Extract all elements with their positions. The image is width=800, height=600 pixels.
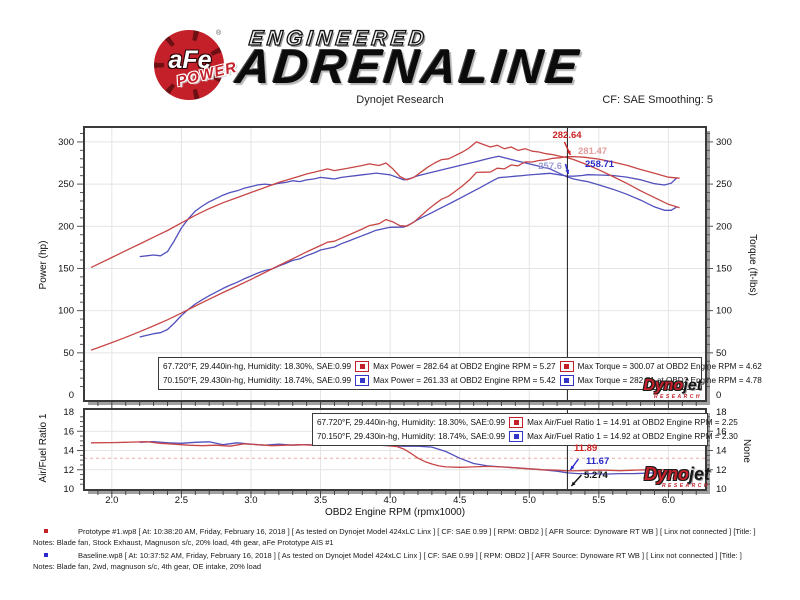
svg-text:100: 100 [716,306,732,317]
svg-text:3.0: 3.0 [244,495,257,506]
dynojet-logo-jet: jet [688,464,710,484]
dynojet-logo-research: RESEARCH [661,483,710,489]
dynojet-research-title: Dynojet Research [356,94,444,106]
brand-adrenaline-text: ADRENALINE [233,41,584,94]
afr-axis-label: Air/Fuel Ratio 1 [38,413,49,483]
cursor-power-blue-value: 257.6 [538,161,562,172]
env-conditions-red: 67.720°F, 29.440in-hg, Humidity: 18.30%,… [317,418,506,428]
svg-text:14: 14 [716,446,727,457]
svg-text:200: 200 [716,221,732,232]
svg-text:4.5: 4.5 [453,495,466,506]
power-torque-legend: 67.720°F, 29.440in-hg, Humidity: 18.30%,… [158,357,762,390]
svg-text:12: 12 [716,465,727,476]
svg-text:5.5: 5.5 [592,495,605,506]
max-torque-blue: Max Torque = 282.71 at OBD2 Engine RPM =… [577,375,762,385]
cursor-afr-blue-value: 11.67 [586,456,610,467]
legend-row-baseline-afr: 70.150°F, 29.430in-hg, Humidity: 18.74%,… [317,430,738,442]
max-power-red: Max Power = 282.64 at OBD2 Engine RPM = … [373,362,556,372]
run-bullet-blue [44,553,48,557]
svg-text:0: 0 [716,390,721,401]
dynojet-logo-dyno: Dyno [643,464,689,484]
env-conditions-blue: 70.150°F, 29.430in-hg, Humidity: 18.74%,… [163,375,352,385]
dynojet-logo-research: RESEARCH [653,394,702,400]
run-bullet-red [44,529,48,533]
smoothing-setting-label: CF: SAE Smoothing: 5 [602,94,713,106]
max-torque-red: Max Torque = 300.07 at OBD2 Engine RPM =… [577,362,762,372]
svg-text:16: 16 [716,426,727,437]
afr-legend: 67.720°F, 29.440in-hg, Humidity: 18.30%,… [312,413,738,446]
dynojet-logo: Dynojet RESEARCH [612,465,710,489]
svg-text:200: 200 [58,221,74,232]
run-notes-baseline: Notes: Blade fan, 2wd, magnuson s/c, 4th… [33,562,262,571]
svg-text:300: 300 [58,137,74,148]
cursor-power-red-value: 282.64 [552,130,582,141]
env-conditions-blue: 70.150°F, 29.430in-hg, Humidity: 18.74%,… [317,431,506,441]
svg-text:OBD2 Engine RPM (rpmx1000): OBD2 Engine RPM (rpmx1000) [325,507,465,518]
max-afr-blue: Max Air/Fuel Ratio 1 = 14.92 at OBD2 Eng… [527,431,738,441]
series-marker-blue-icon [509,430,524,442]
svg-text:50: 50 [63,348,74,359]
svg-text:14: 14 [63,446,74,457]
afe-power-logo: aFe [154,30,224,100]
svg-text:12: 12 [63,465,74,476]
cursor-afr-red-value: 11.89 [574,443,598,454]
env-conditions-red: 67.720°F, 29.440in-hg, Humidity: 18.30%,… [163,362,352,372]
cursor-torque-red-value: 281.47 [578,146,608,157]
legend-row-baseline: 70.150°F, 29.430in-hg, Humidity: 18.74%,… [163,374,762,386]
svg-text:250: 250 [716,179,732,190]
series-marker-red-icon [559,361,574,373]
series-marker-red-icon [509,417,524,429]
dynojet-logo: Dynojet RESEARCH [608,378,702,400]
right-afr-axis-label: None [741,439,752,463]
cursor-rpm-value: 5.274 [584,470,608,481]
max-power-blue: Max Power = 261.33 at OBD2 Engine RPM = … [373,375,556,385]
run-notes-prototype: Notes: Blade fan, Stock Exhaust, Magnuso… [33,538,334,547]
svg-text:0: 0 [69,390,74,401]
svg-text:6.0: 6.0 [662,495,675,506]
svg-text:150: 150 [58,263,74,274]
legend-row-prototype-afr: 67.720°F, 29.440in-hg, Humidity: 18.30%,… [317,417,738,429]
dynojet-logo-jet: jet [683,377,702,394]
series-marker-red-icon [355,361,370,373]
svg-text:2.0: 2.0 [105,495,118,506]
svg-text:2.5: 2.5 [175,495,188,506]
run-info-baseline: Baseline.wp8 [ At: 10:37:52 AM, Friday, … [78,551,742,560]
power-axis-label: Power (hp) [38,240,49,290]
afe-logo-text: aFe [168,46,212,74]
svg-text:100: 100 [58,306,74,317]
svg-text:18: 18 [716,407,727,418]
max-afr-red: Max Air/Fuel Ratio 1 = 14.91 at OBD2 Eng… [527,418,738,428]
aperture-icon [164,40,214,90]
legend-row-prototype: 67.720°F, 29.440in-hg, Humidity: 18.30%,… [163,361,762,373]
svg-text:250: 250 [58,179,74,190]
svg-text:300: 300 [716,137,732,148]
svg-text:18: 18 [63,407,74,418]
series-marker-blue-icon [559,374,574,386]
dynojet-logo-dyno: Dyno [643,377,684,394]
svg-text:150: 150 [716,263,732,274]
svg-text:10: 10 [716,484,727,495]
svg-text:10: 10 [63,484,74,495]
svg-text:5.0: 5.0 [523,495,536,506]
svg-text:50: 50 [716,348,727,359]
svg-text:3.5: 3.5 [314,495,327,506]
series-marker-blue-icon [355,374,370,386]
torque-axis-label: Torque (ft-lbs) [747,234,758,296]
svg-text:4.0: 4.0 [384,495,397,506]
run-info-prototype: Prototype #1.wp8 [ At: 10:38:20 AM, Frid… [78,527,756,536]
registered-mark: ® [216,30,222,37]
svg-text:16: 16 [63,426,74,437]
cursor-torque-blue-value: 258.71 [585,159,615,170]
